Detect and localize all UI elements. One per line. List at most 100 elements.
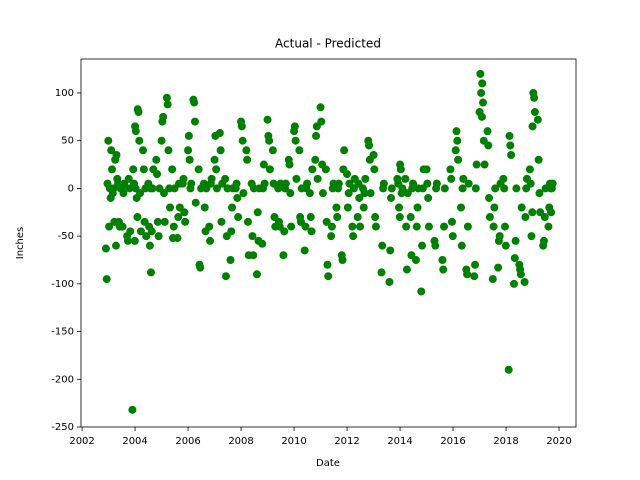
point [190, 117, 199, 126]
point [129, 165, 138, 174]
point [191, 198, 200, 207]
point [517, 203, 526, 212]
point [134, 108, 143, 117]
point [417, 287, 426, 296]
point [118, 222, 127, 231]
point [458, 184, 467, 193]
point [477, 112, 486, 121]
x-tick-label: 2004 [122, 436, 147, 447]
point [210, 155, 219, 164]
point [500, 184, 509, 193]
x-tick-label: 2014 [387, 436, 412, 447]
point [136, 227, 145, 236]
point [292, 174, 301, 183]
point [239, 189, 248, 198]
point [123, 236, 132, 245]
point [159, 112, 168, 121]
point [446, 165, 455, 174]
point [212, 184, 221, 193]
y-tick-label: 0 [68, 183, 74, 194]
point [265, 136, 274, 145]
point [456, 203, 465, 212]
point [227, 227, 236, 236]
point [206, 236, 215, 245]
point [318, 189, 327, 198]
point [291, 136, 300, 145]
point [371, 222, 380, 231]
point [478, 79, 487, 88]
point [312, 131, 321, 140]
point [512, 184, 521, 193]
point [196, 263, 205, 272]
point [323, 260, 332, 269]
point [216, 146, 225, 155]
point [505, 131, 514, 140]
point [301, 222, 310, 231]
point [145, 241, 154, 250]
point [243, 155, 252, 164]
point [130, 236, 139, 245]
point [355, 193, 364, 202]
point [139, 165, 148, 174]
point [249, 251, 258, 260]
point [385, 277, 394, 286]
point [221, 174, 230, 183]
point [459, 174, 468, 183]
point [471, 260, 480, 269]
point [359, 203, 368, 212]
point [370, 165, 379, 174]
point [412, 222, 421, 231]
point [406, 213, 415, 222]
point [484, 141, 493, 150]
x-tick-label: 2018 [493, 436, 518, 447]
point [311, 155, 320, 164]
chart-title: Actual - Predicted [275, 37, 381, 51]
point [168, 165, 177, 174]
point [281, 179, 290, 188]
point [126, 227, 135, 236]
point [366, 189, 375, 198]
point [119, 189, 128, 198]
point [530, 108, 539, 117]
point [413, 203, 422, 212]
point [184, 131, 193, 140]
point [159, 189, 168, 198]
point [491, 184, 500, 193]
point [353, 213, 362, 222]
point [287, 222, 296, 231]
point [472, 160, 481, 169]
point [305, 189, 314, 198]
point [548, 179, 557, 188]
point [226, 255, 235, 264]
point [194, 165, 203, 174]
point [259, 160, 268, 169]
point [136, 189, 145, 198]
point [334, 179, 343, 188]
point [205, 222, 214, 231]
point [128, 405, 137, 414]
point [107, 146, 116, 155]
point [322, 217, 331, 226]
point [533, 115, 542, 124]
point [162, 93, 171, 102]
x-tick-label: 2012 [334, 436, 359, 447]
point [471, 184, 480, 193]
point [333, 213, 342, 222]
point [234, 213, 243, 222]
point [237, 122, 246, 131]
point [387, 193, 396, 202]
point [448, 232, 457, 241]
point [265, 165, 274, 174]
point [485, 213, 494, 222]
point [111, 241, 120, 250]
point [394, 203, 403, 212]
point [124, 174, 133, 183]
point [379, 179, 388, 188]
point [340, 146, 349, 155]
x-tick-label: 2010 [281, 436, 306, 447]
point [133, 213, 142, 222]
point [131, 127, 140, 136]
point [104, 136, 113, 145]
point [378, 241, 387, 250]
